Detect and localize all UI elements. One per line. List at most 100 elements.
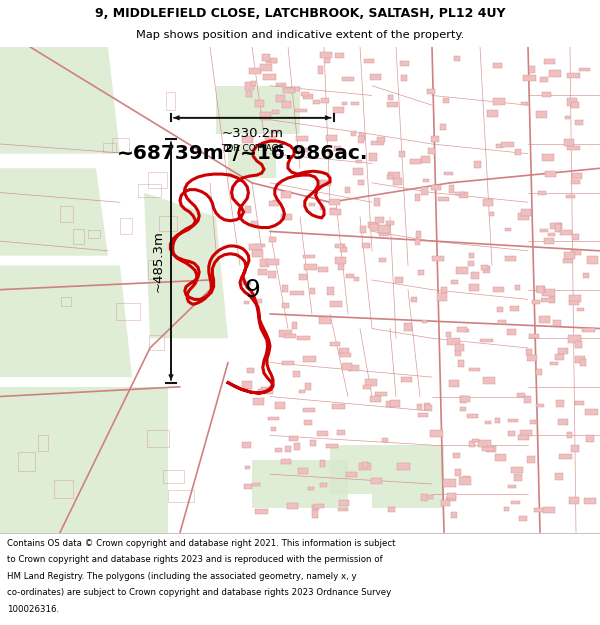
Bar — [469, 284, 479, 291]
Bar — [455, 344, 464, 351]
Bar — [455, 469, 461, 476]
Bar — [251, 81, 256, 86]
Bar — [560, 230, 572, 235]
Bar — [112, 138, 129, 152]
Bar — [386, 102, 398, 107]
Bar — [296, 136, 308, 141]
Bar — [571, 251, 581, 256]
Bar — [353, 168, 364, 175]
Bar — [505, 228, 511, 231]
Bar — [330, 209, 337, 214]
Bar — [482, 447, 494, 451]
Bar — [330, 209, 341, 215]
Bar — [422, 320, 427, 324]
Bar — [565, 116, 570, 119]
Bar — [415, 194, 421, 201]
Text: to Crown copyright and database rights 2023 and is reproduced with the permissio: to Crown copyright and database rights 2… — [7, 556, 383, 564]
Bar — [567, 98, 577, 106]
Bar — [511, 468, 523, 473]
Bar — [320, 206, 325, 209]
Bar — [359, 133, 365, 140]
Bar — [103, 143, 116, 152]
Bar — [520, 430, 532, 436]
Bar — [543, 508, 555, 513]
Bar — [446, 498, 456, 501]
Bar — [569, 301, 579, 305]
Bar — [313, 100, 320, 104]
Bar — [275, 448, 282, 451]
Bar — [326, 444, 338, 448]
Bar — [297, 336, 310, 341]
Bar — [544, 238, 554, 244]
Bar — [318, 267, 328, 272]
Bar — [493, 98, 505, 104]
Bar — [421, 494, 427, 501]
Bar — [453, 453, 460, 458]
Bar — [415, 239, 420, 245]
Bar — [495, 454, 506, 461]
Bar — [481, 265, 488, 270]
Bar — [526, 349, 532, 355]
Bar — [345, 187, 350, 192]
Bar — [430, 430, 443, 437]
Bar — [425, 495, 433, 499]
Bar — [464, 329, 469, 332]
Bar — [258, 269, 268, 275]
Bar — [268, 271, 276, 278]
Bar — [272, 110, 279, 114]
Bar — [392, 177, 401, 184]
Bar — [515, 285, 520, 291]
Bar — [304, 420, 312, 425]
Bar — [330, 341, 340, 346]
Bar — [262, 54, 269, 61]
Bar — [536, 111, 547, 119]
Bar — [469, 441, 475, 447]
Bar — [566, 432, 572, 438]
Bar — [282, 361, 295, 366]
Bar — [247, 91, 252, 96]
Bar — [271, 427, 276, 431]
Bar — [536, 404, 544, 408]
Bar — [459, 192, 467, 198]
Bar — [343, 77, 353, 81]
Text: Map shows position and indicative extent of the property.: Map shows position and indicative extent… — [136, 29, 464, 40]
Bar — [441, 287, 447, 293]
Bar — [493, 287, 504, 292]
Bar — [273, 200, 278, 204]
Bar — [291, 87, 300, 91]
Bar — [518, 213, 529, 220]
Bar — [319, 317, 331, 324]
Bar — [437, 198, 449, 201]
Bar — [455, 349, 461, 356]
Bar — [320, 180, 331, 186]
Bar — [557, 419, 568, 424]
Bar — [400, 61, 409, 66]
Bar — [418, 269, 424, 275]
Bar — [251, 250, 263, 257]
Bar — [324, 58, 330, 63]
Bar — [88, 230, 100, 238]
Bar — [269, 237, 275, 242]
Bar — [242, 281, 251, 284]
Bar — [303, 356, 316, 362]
Bar — [404, 323, 412, 331]
Bar — [549, 71, 562, 78]
Bar — [289, 436, 298, 441]
Bar — [279, 330, 292, 338]
Bar — [292, 322, 297, 329]
Bar — [451, 512, 457, 519]
Bar — [160, 216, 178, 231]
Bar — [370, 74, 381, 79]
Bar — [472, 272, 479, 279]
Bar — [386, 176, 394, 179]
Bar — [362, 462, 368, 468]
Bar — [431, 186, 442, 189]
Bar — [342, 363, 352, 369]
Bar — [329, 301, 342, 307]
Bar — [364, 59, 374, 63]
Bar — [245, 206, 251, 214]
Bar — [554, 354, 564, 361]
Bar — [527, 456, 535, 462]
Bar — [390, 401, 400, 407]
Bar — [472, 439, 479, 442]
